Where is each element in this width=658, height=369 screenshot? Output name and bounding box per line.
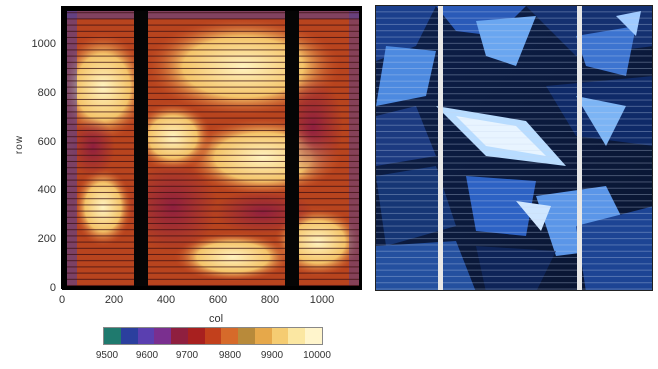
x-tick-label: 600	[208, 294, 228, 306]
x-tick-label: 400	[156, 294, 176, 306]
y-tick-label: 200	[37, 233, 56, 245]
y-tick-label: 1000	[31, 38, 56, 50]
colorbar-swatch	[305, 328, 322, 344]
x-tick-label: 0	[58, 294, 66, 306]
colorbar-label: 9500	[95, 350, 119, 361]
x-tick-label: 1000	[309, 294, 335, 306]
solar-cell-photo-svg	[376, 6, 652, 290]
colorbar-label: 9700	[175, 350, 199, 361]
colorbar-swatch	[154, 328, 172, 344]
x-axis-line	[62, 289, 362, 290]
y-tick-label: 800	[37, 87, 56, 99]
y-tick-label: 0	[49, 282, 56, 294]
colorbar-label: 10000	[303, 350, 331, 361]
colorbar-swatch	[288, 328, 306, 344]
solar-cell-photo	[375, 5, 653, 291]
colorbar-swatch	[104, 328, 121, 344]
colorbar	[103, 327, 323, 345]
x-axis-label: col	[208, 313, 224, 325]
colorbar-swatch	[271, 328, 289, 344]
colorbar-swatch	[171, 328, 188, 344]
colorbar-swatch	[120, 328, 138, 344]
colorbar-swatch	[254, 328, 272, 344]
colorbar-swatch	[221, 328, 239, 344]
colorbar-label: 9800	[218, 350, 242, 361]
colorbar-labels: 9500 9600 9700 9800 9900 10000	[90, 350, 338, 364]
y-tick-label: 600	[37, 136, 56, 148]
colorbar-swatch	[204, 328, 222, 344]
colorbar-label: 9600	[135, 350, 159, 361]
x-tick-label: 200	[104, 294, 124, 306]
y-axis-line	[61, 6, 62, 289]
colorbar-swatch	[238, 328, 255, 344]
x-tick-label: 800	[260, 294, 280, 306]
colorbar-label: 9900	[260, 350, 284, 361]
colorbar-swatch	[187, 328, 205, 344]
y-axis-label: row	[14, 135, 25, 155]
heatmap-image	[62, 6, 362, 289]
y-tick-label: 400	[37, 184, 56, 196]
colorbar-swatch	[137, 328, 155, 344]
heatmap-svg	[63, 7, 361, 288]
